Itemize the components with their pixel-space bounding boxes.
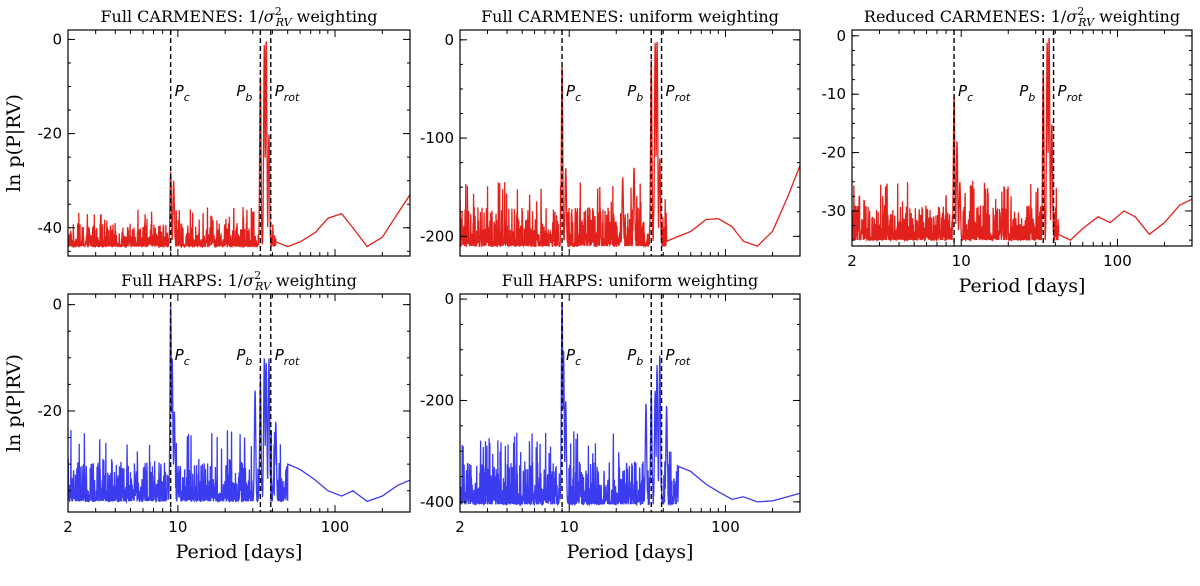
- x-tick-label: 100: [1103, 252, 1132, 270]
- y-tick-label: -20: [822, 144, 847, 162]
- y-tick-label: 0: [52, 30, 62, 48]
- y-tick-label: 0: [836, 27, 846, 45]
- y-tick-label: 0: [444, 31, 454, 49]
- panel-title: Full CARMENES: 1/σ2 RV weighting: [100, 5, 377, 29]
- y-tick-label: -30: [822, 202, 847, 220]
- marker-label-b: Pb: [236, 82, 252, 104]
- x-tick-label: 10: [168, 518, 187, 536]
- y-tick-label: -200: [420, 227, 454, 245]
- y-tick-label: 0: [52, 296, 62, 314]
- x-tick-label: 10: [952, 252, 971, 270]
- panel-title: Full HARPS: 1/σ2 RV weighting: [121, 269, 357, 293]
- y-tick-label: -40: [38, 219, 63, 237]
- x-tick-label: 100: [321, 518, 350, 536]
- marker-label-c: Pc: [566, 82, 581, 104]
- plot-frame-p5: [459, 293, 801, 513]
- marker-label-rot: Prot: [666, 346, 691, 368]
- marker-label-rot: Prot: [275, 82, 300, 104]
- panel-p2: Pc Pb Prot 0 -100 -200 Full CARMENES: uniform …: [420, 7, 801, 257]
- marker-label-c: Pc: [175, 82, 190, 104]
- x-axis-label: Period [days]: [567, 541, 694, 563]
- y-tick-label: -100: [420, 129, 454, 147]
- plot-frame-p2: [459, 29, 801, 257]
- y-tick-label: -20: [38, 125, 63, 143]
- plot-frame-p1: [67, 29, 411, 257]
- panel-title: Full CARMENES: uniform weighting: [481, 7, 779, 26]
- y-tick-label: -200: [420, 391, 454, 409]
- marker-label-b: Pb: [627, 346, 643, 368]
- x-tick-label: 2: [455, 518, 465, 536]
- marker-label-rot: Prot: [275, 346, 300, 368]
- y-tick-label: -400: [420, 493, 454, 511]
- series-line-p3: [852, 37, 1192, 243]
- y-tick-label: -20: [38, 402, 63, 420]
- series-line-p1: [68, 40, 410, 249]
- x-tick-label: 2: [847, 252, 857, 270]
- y-axis-label: ln p(P|RV): [3, 354, 25, 452]
- panel-p4: Pc Pb Prot 2 10 100 0 -20 Full HARPS: 1/σ2 RV wei…: [3, 269, 411, 563]
- marker-label-rot: Prot: [666, 82, 691, 104]
- x-tick-label: 2: [63, 518, 73, 536]
- marker-label-c: Pc: [566, 346, 581, 368]
- plot-frame-p4: [67, 293, 411, 513]
- marker-label-b: Pb: [236, 346, 252, 368]
- x-tick-label: 100: [711, 518, 740, 536]
- marker-label-c: Pc: [958, 82, 973, 104]
- y-axis-label: ln p(P|RV): [3, 94, 25, 192]
- panel-p3: Pc Pb Prot 2 10 100 0 -10 -20 -30 Reduced CARMENES…: [822, 5, 1193, 297]
- y-tick-label: -10: [822, 85, 847, 103]
- panel-p1: Pc Pb Prot 0 -20 -40 Full CARMENES: 1/σ2 RV wei…: [3, 5, 411, 257]
- marker-label-c: Pc: [175, 346, 190, 368]
- series-line-p4: [68, 307, 410, 504]
- series-line-p5: [460, 301, 800, 507]
- panel-title: Full HARPS: uniform weighting: [502, 271, 759, 290]
- series-line-p2: [460, 41, 800, 249]
- panel-title: Reduced CARMENES: 1/σ2 RV weighting: [864, 5, 1180, 29]
- marker-label-b: Pb: [1019, 82, 1035, 104]
- marker-label-b: Pb: [627, 82, 643, 104]
- x-axis-label: Period [days]: [176, 541, 303, 563]
- marker-label-rot: Prot: [1058, 82, 1083, 104]
- x-tick-label: 10: [560, 518, 579, 536]
- x-axis-label: Period [days]: [959, 275, 1086, 297]
- y-tick-label: 0: [444, 290, 454, 308]
- panel-p5: Pc Pb Prot 2 10 100 0 -200 -400 Full HARPS: unifo…: [420, 271, 801, 563]
